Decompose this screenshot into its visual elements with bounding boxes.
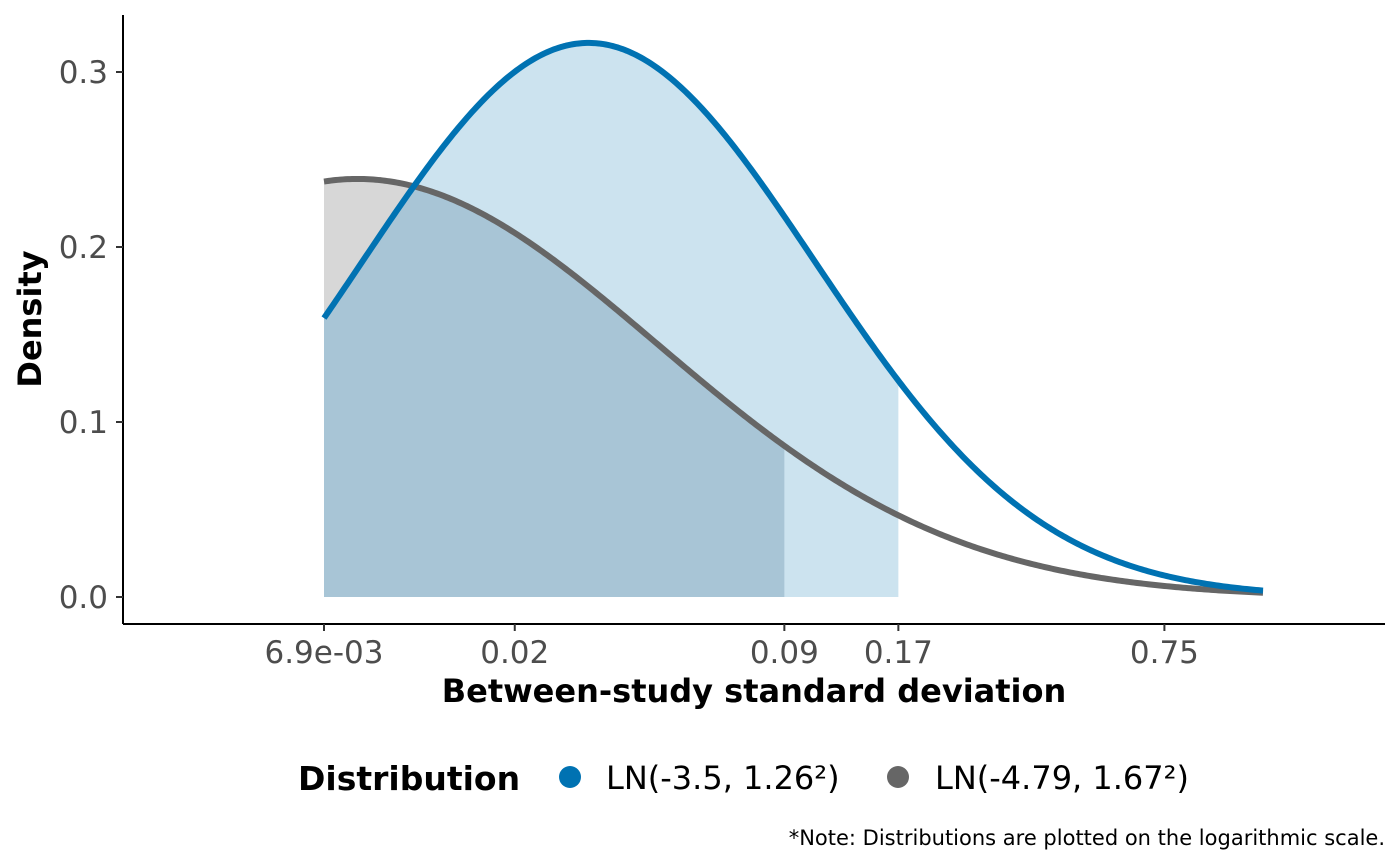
- x-tick-label: 0.09: [750, 635, 819, 671]
- y-tick-label: 0.2: [59, 230, 108, 266]
- y-ticks: 0.0 0.1 0.2 0.3: [59, 55, 123, 616]
- shaded-areas: [324, 42, 899, 598]
- legend: Distribution LN(-3.5, 1.26²) LN(-4.79, 1…: [298, 759, 1189, 798]
- legend-label-series-1: LN(-3.5, 1.26²): [606, 759, 840, 797]
- x-tick-label: 0.02: [480, 635, 549, 671]
- legend-label-series-2: LN(-4.79, 1.67²): [935, 759, 1189, 797]
- x-tick-label: 0.75: [1130, 635, 1199, 671]
- density-curve-series-2: [323, 175, 1264, 596]
- x-tick-label: 6.9e-03: [264, 635, 383, 671]
- x-axis-title: Between-study standard deviation: [442, 672, 1067, 710]
- note-text: *Note: Distributions are plotted on the …: [789, 826, 1385, 850]
- legend-key-series-2: [887, 766, 909, 788]
- y-tick-label: 0.3: [59, 55, 108, 91]
- density-curve-series-1: [321, 39, 1264, 594]
- y-tick-label: 0.0: [59, 580, 108, 616]
- legend-title: Distribution: [298, 759, 520, 798]
- x-tick-label: 0.17: [864, 635, 933, 671]
- legend-key-series-1: [559, 766, 581, 788]
- density-curves: [321, 39, 1264, 596]
- y-tick-label: 0.1: [59, 405, 108, 441]
- y-axis-title: Density: [11, 250, 49, 387]
- shaded-overlap: [324, 186, 785, 597]
- x-ticks: 6.9e-03 0.02 0.09 0.17 0.75: [264, 624, 1199, 671]
